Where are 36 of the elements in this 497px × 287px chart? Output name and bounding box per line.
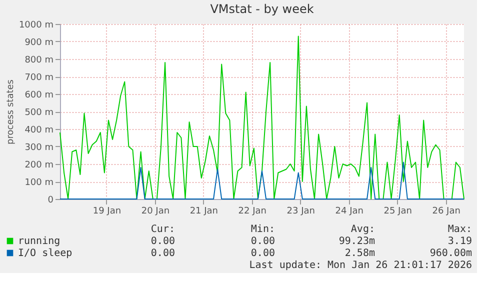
y-tick-label: 200 m xyxy=(24,160,54,170)
text: 960.00m xyxy=(430,248,472,259)
legend-label: running xyxy=(18,236,60,247)
text: 99.23m xyxy=(338,236,375,247)
y-tick-label: 0 xyxy=(48,196,54,206)
legend-label: I/O sleep xyxy=(18,248,72,259)
text: 0.00 xyxy=(250,236,275,247)
text: 2.58m xyxy=(344,248,375,259)
text: Max: xyxy=(448,224,472,235)
text: Min: xyxy=(250,224,275,235)
text: Avg: xyxy=(350,224,375,235)
x-tick-label: 24 Jan xyxy=(335,206,364,216)
x-tick-label: 26 Jan xyxy=(432,206,460,216)
x-tick-label: 22 Jan xyxy=(238,206,266,216)
text: 0.00 xyxy=(150,248,175,259)
y-tick-label: 800 m xyxy=(24,56,54,66)
y-tick-label: 300 m xyxy=(24,143,54,153)
y-tick-label: 600 m xyxy=(24,90,54,100)
text: Last update: Mon Jan 26 21:01:17 2026 xyxy=(249,260,472,271)
y-axis-title: process states xyxy=(6,79,16,144)
text: 0.00 xyxy=(150,236,175,247)
y-tick-label: 100 m xyxy=(24,178,54,188)
text: Cur: xyxy=(150,224,175,235)
y-tick-label: 500 m xyxy=(24,108,54,118)
chart-title: VMstat - by week xyxy=(210,2,314,16)
text: 0.00 xyxy=(250,248,275,259)
x-tick-label: 20 Jan xyxy=(141,206,170,216)
y-tick-label: 900 m xyxy=(24,38,54,48)
y-tick-label: 1000 m xyxy=(18,20,54,30)
y-tick-label: 400 m xyxy=(24,126,54,136)
x-tick-label: 25 Jan xyxy=(384,206,412,216)
x-tick-label: 21 Jan xyxy=(190,206,218,216)
y-tick-label: 700 m xyxy=(24,73,54,83)
x-tick-label: 19 Jan xyxy=(92,206,122,216)
x-tick-label: 23 Jan xyxy=(286,206,315,216)
text: 3.19 xyxy=(448,236,472,247)
